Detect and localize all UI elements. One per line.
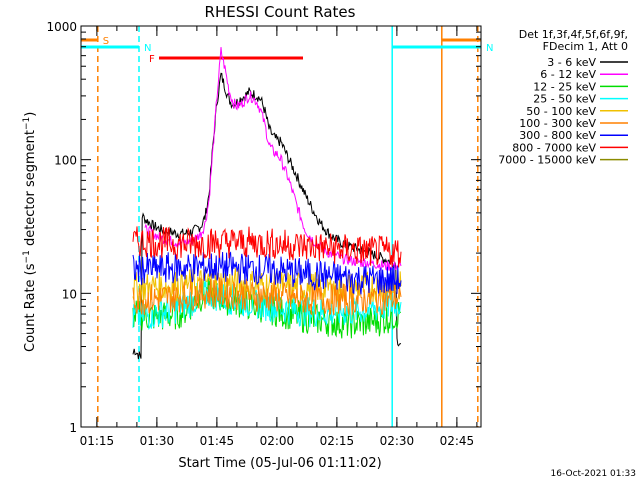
plot-area: SN NF [81, 26, 493, 427]
axes: 1 10 100 1000 01:15 01:30 01:45 02:00 02:15 02:30… [46, 20, 482, 448]
state-bar-label-4: F [149, 54, 155, 65]
legend-label-4: 50 - 100 keV [526, 105, 596, 118]
y-axis-label-mid: detector segment [23, 130, 38, 250]
legend-label-0: 3 - 6 keV [547, 56, 596, 69]
x-tick-label-1: 01:30 [140, 434, 175, 448]
x-tick-label-2: 01:45 [200, 434, 235, 448]
legend-label-3: 25 - 50 keV [533, 93, 596, 106]
series-line-4 [132, 267, 402, 304]
footer-timestamp: 16-Oct-2021 01:33 [551, 469, 636, 479]
series-line-5 [132, 277, 402, 316]
series-line-7 [132, 226, 402, 268]
legend-title-line-2: FDecim 1, Att 0 [543, 40, 628, 53]
x-tick-label-5: 02:30 [380, 434, 415, 448]
y-tick-label-3: 1000 [46, 20, 77, 34]
y-axis-label-main: Count Rate (s [23, 263, 38, 352]
y-tick-label-1: 10 [62, 287, 77, 301]
state-bar-label-1: N [144, 43, 151, 54]
legend-title-line-1: Det 1f,3f,4f,5f,6f,9f, [519, 28, 628, 41]
chart-title: RHESSI Count Rates [205, 3, 356, 21]
state-bar-label-0: S [103, 36, 109, 47]
series-line-0 [132, 72, 402, 360]
x-axis-label: Start Time (05-Jul-06 01:11:02) [178, 456, 381, 471]
x-tick-label-3: 02:00 [260, 434, 295, 448]
series-line-6 [132, 251, 402, 295]
x-tick-label-0: 01:15 [80, 434, 115, 448]
legend-label-2: 12 - 25 keV [533, 80, 596, 93]
y-tick-label-0: 1 [69, 421, 77, 435]
legend-label-7: 800 - 7000 keV [512, 141, 596, 154]
plot-frame [80, 25, 482, 428]
y-axis-label: Count Rate (s−1 detector segment−1) [22, 112, 38, 352]
x-tick-label-4: 02:15 [320, 434, 355, 448]
legend-label-1: 6 - 12 keV [540, 68, 596, 81]
y-tick-label-2: 100 [54, 154, 77, 168]
y-axis-label-sup2: −1 [22, 117, 32, 130]
x-tick-label-6: 02:45 [440, 434, 475, 448]
legend-label-6: 300 - 800 keV [519, 129, 596, 142]
y-axis-label-end: ) [23, 112, 38, 117]
y-axis-label-sup1: −1 [22, 250, 32, 263]
legend: Det 1f,3f,4f,5f,6f,9f,FDecim 1, Att 0 3 -… [498, 28, 628, 167]
state-bar-label-2: N [486, 43, 493, 54]
legend-label-8: 7000 - 15000 keV [498, 154, 596, 167]
legend-label-5: 100 - 300 keV [519, 117, 596, 130]
